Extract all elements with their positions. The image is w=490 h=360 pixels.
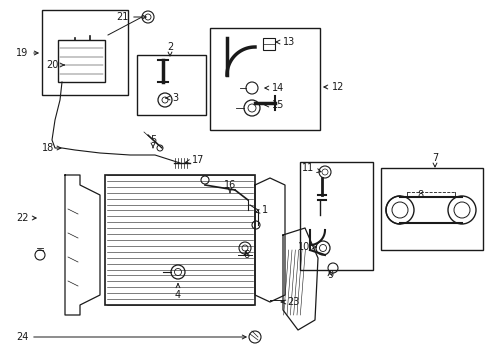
Text: 22: 22 [16, 213, 36, 223]
Bar [263, 38, 275, 50]
Text: 7: 7 [432, 153, 438, 167]
Text: 12: 12 [324, 82, 344, 92]
Text: 21: 21 [116, 12, 146, 22]
Text: 18: 18 [42, 143, 61, 153]
Text: 24: 24 [16, 332, 246, 342]
Text: 14: 14 [265, 83, 284, 93]
Text: 8: 8 [417, 190, 423, 200]
Bar [381, 168, 483, 250]
Text: 5: 5 [150, 135, 156, 148]
Text: 17: 17 [186, 155, 204, 165]
Text: 9: 9 [327, 270, 333, 280]
Bar [58, 40, 105, 82]
Text: 19: 19 [16, 48, 38, 58]
Text: 23: 23 [281, 297, 299, 307]
Bar [300, 162, 373, 270]
Text: 11: 11 [302, 163, 321, 173]
Text: 4: 4 [175, 284, 181, 300]
Text: 1: 1 [256, 205, 268, 215]
Text: 16: 16 [224, 180, 236, 193]
Text: 6: 6 [243, 250, 249, 260]
Text: 15: 15 [265, 100, 284, 110]
Bar [137, 55, 206, 115]
Bar [42, 10, 128, 95]
Text: 2: 2 [167, 42, 173, 56]
Text: 13: 13 [276, 37, 295, 47]
Text: 3: 3 [166, 93, 178, 103]
Text: 20: 20 [46, 60, 64, 70]
Bar [210, 28, 320, 130]
Bar [105, 175, 255, 305]
Text: 10: 10 [298, 242, 316, 252]
